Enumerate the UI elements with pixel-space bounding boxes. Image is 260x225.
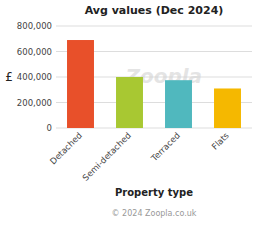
y-tick-label: 400,000 [17,72,52,82]
grid-line [56,26,252,27]
bar [67,40,94,128]
title: Avg values (Dec 2024) [85,4,224,17]
bar [116,77,143,128]
y-tick-label: 600,000 [17,47,52,57]
copyright: © 2024 Zoopla.co.uk [112,209,197,218]
x-tick-label: Detached [48,130,84,166]
y-tick-label: 800,000 [17,21,52,31]
x-tick-label: Terraced [148,130,181,163]
y-tick-label: 200,000 [17,98,52,108]
chart: Avg values (Dec 2024) 0 200,000 400,000 600,… [0,0,260,225]
bar [214,88,241,128]
bars [67,40,241,128]
x-tick-label: Flats [210,130,232,152]
x-tick-label: Semi-detached [80,130,132,182]
y-axis-label: £ [5,70,13,84]
bar [165,80,192,128]
grid [56,26,252,128]
x-axis-label: Property type [115,187,193,198]
y-tick-label: 0 [47,123,52,133]
